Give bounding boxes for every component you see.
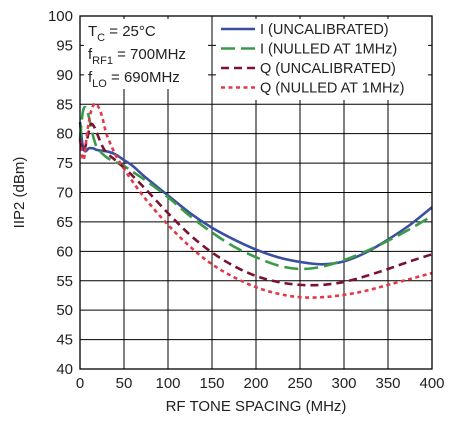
- legend-label: Q (UNCALIBRATED): [260, 61, 396, 77]
- y-tick-label: 70: [56, 185, 73, 202]
- condition-subscript: LO: [92, 78, 107, 90]
- y-axis-title: IIP2 (dBm): [11, 157, 28, 229]
- condition-symbol: T: [88, 23, 97, 40]
- y-tick-label: 95: [56, 37, 73, 54]
- series-line-3: [78, 102, 433, 299]
- condition-subscript: RF1: [92, 55, 113, 67]
- condition-text: fLO = 690MHz: [88, 69, 180, 90]
- condition-symbol: f: [88, 46, 93, 63]
- y-tick-label: 55: [56, 273, 73, 290]
- legend-label: I (UNCALIBRATED): [260, 22, 389, 38]
- y-tick-label: 40: [56, 361, 73, 378]
- condition-value: = 700MHz: [113, 46, 186, 63]
- y-tick-label: 45: [56, 332, 73, 349]
- condition-symbol: f: [88, 69, 93, 86]
- y-tick-label: 90: [56, 67, 73, 84]
- y-tick-label: 80: [56, 126, 73, 143]
- series-layer: [78, 102, 433, 299]
- condition-text: TC = 25°C: [88, 23, 156, 44]
- conditions-background: [84, 19, 208, 89]
- tick-labels: 0 50 100 150 200 250 300 350 400 40 45 50 55 60 65 70 75…: [48, 8, 445, 392]
- x-tick-label: 150: [199, 375, 224, 392]
- y-tick-label: 100: [48, 8, 73, 25]
- x-tick-label: 100: [155, 375, 180, 392]
- condition-value: = 25°C: [105, 23, 156, 40]
- condition-text: fRF1 = 700MHz: [88, 46, 186, 67]
- legend: I (UNCALIBRATED) I (NULLED AT 1MHz) Q (UNC…: [216, 19, 428, 100]
- x-tick-label: 250: [287, 375, 312, 392]
- x-tick-label: 300: [331, 375, 356, 392]
- x-tick-label: 50: [116, 375, 133, 392]
- y-tick-label: 75: [56, 155, 73, 172]
- x-axis-title: RF TONE SPACING (MHz): [166, 398, 347, 415]
- condition-value: = 690MHz: [107, 69, 180, 86]
- y-tick-label: 85: [56, 96, 73, 113]
- x-tick-label: 350: [375, 375, 400, 392]
- series-line-2: [78, 122, 433, 287]
- condition-subscript: C: [97, 32, 105, 44]
- legend-label: I (NULLED AT 1MHz): [260, 42, 397, 58]
- plot-frame: [79, 15, 433, 370]
- y-tick-label: 60: [56, 243, 73, 260]
- x-tick-label: 200: [243, 375, 268, 392]
- y-tick-label: 65: [56, 214, 73, 231]
- x-tick-label: 400: [419, 375, 444, 392]
- legend-label: Q (NULLED AT 1MHz): [260, 81, 405, 97]
- x-tick-label: 0: [76, 375, 84, 392]
- y-tick-label: 50: [56, 302, 73, 319]
